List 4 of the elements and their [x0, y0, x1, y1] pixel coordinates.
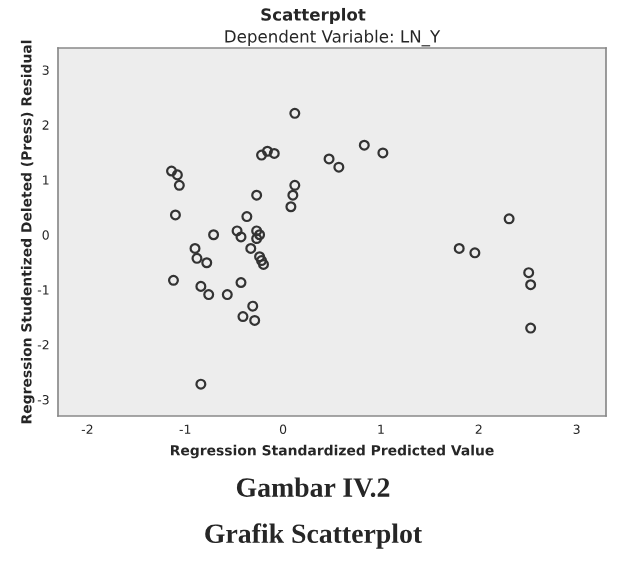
- text: Grafik Scatterplot: [205, 523, 423, 549]
- chart-subtitle: Dependent Variable: LN_Y: [225, 29, 441, 47]
- chart-title: Scatterplot: [261, 7, 366, 25]
- text: Gambar IV.2: [236, 477, 390, 498]
